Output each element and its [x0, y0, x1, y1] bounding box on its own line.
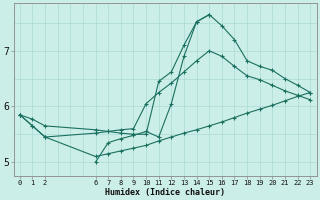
X-axis label: Humidex (Indice chaleur): Humidex (Indice chaleur) — [105, 188, 225, 197]
